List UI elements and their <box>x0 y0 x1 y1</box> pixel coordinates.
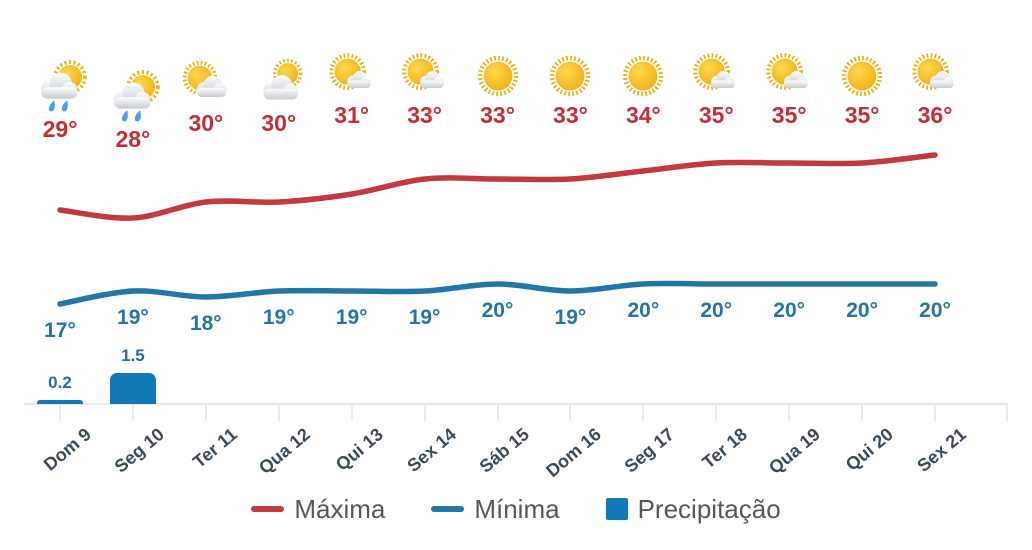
x-axis-tick <box>350 404 353 421</box>
min-temp-label: 18° <box>189 312 222 336</box>
weather-icon-sun-small-cloud <box>761 48 817 104</box>
min-temp-label: 19° <box>554 305 587 329</box>
max-temperature-line <box>57 152 938 221</box>
weather-icon-sun-small-cloud <box>397 48 453 104</box>
x-axis-tick <box>715 404 718 421</box>
max-temp-label: 30° <box>188 110 224 136</box>
min-temperature-line <box>57 280 938 307</box>
max-temp-label: 28° <box>115 126 151 152</box>
legend-label-maxima: Máxima <box>294 494 386 524</box>
weather-icon-sun <box>615 48 671 104</box>
weather-icon-sun-cloud <box>178 56 234 112</box>
min-temp-label: 19° <box>117 305 149 329</box>
precip-bar <box>37 400 83 404</box>
x-axis-tick <box>131 404 134 421</box>
max-temp-label: 36° <box>917 102 953 128</box>
max-temp-label: 35° <box>844 102 880 128</box>
x-axis-tick <box>204 404 207 421</box>
x-axis-tick <box>788 404 791 421</box>
min-temp-label: 20° <box>846 299 878 323</box>
max-temp-label: 35° <box>698 102 734 128</box>
legend-item-precipitacao[interactable]: Precipitação <box>605 494 781 524</box>
min-temp-label: 19° <box>262 305 295 329</box>
maxima-line-swatch <box>251 506 285 512</box>
x-axis-line <box>24 403 1008 405</box>
precipitacao-bar-swatch <box>605 498 628 520</box>
precip-bar <box>109 373 156 404</box>
weather-icon-rain <box>101 68 165 132</box>
weather-icon-sun-small-cloud <box>324 48 380 104</box>
max-temp-label: 33° <box>480 102 515 128</box>
legend-label-minima: Mínima <box>474 494 560 524</box>
max-temp-label: 35° <box>771 102 807 128</box>
legend-item-maxima[interactable]: Máxima <box>251 494 385 524</box>
legend-label-precipitacao: Precipitação <box>637 494 781 524</box>
weather-icon-sun <box>470 48 526 104</box>
x-axis-tick <box>496 404 499 421</box>
min-temp-label: 20° <box>481 299 514 323</box>
x-axis-end-tick <box>1006 404 1008 421</box>
min-temp-label: 17° <box>44 319 76 342</box>
precip-value-label: 1.5 <box>121 346 145 365</box>
x-axis-tick <box>569 404 572 421</box>
weather-icon-sun <box>834 48 890 104</box>
max-temp-label: 31° <box>334 102 370 128</box>
legend-item-minima[interactable]: Mínima <box>431 494 560 524</box>
max-temp-label: 29° <box>42 116 78 142</box>
weather-icon-sun <box>542 48 598 104</box>
chart-legend: Máxima Mínima Precipitação <box>0 494 1032 524</box>
temperature-lines-svg <box>57 152 938 307</box>
x-axis-tick <box>642 404 645 421</box>
x-axis-tick <box>423 404 426 421</box>
min-temp-label: 19° <box>335 305 368 329</box>
weather-icon-sun-small-cloud <box>907 48 963 104</box>
min-temp-label: 20° <box>773 299 806 323</box>
x-axis-tick <box>934 404 937 421</box>
precip-value-label: 0.2 <box>48 373 72 392</box>
weather-icon-cloud-sun <box>251 56 307 112</box>
max-temp-label: 30° <box>261 110 297 136</box>
weather-icon-rain <box>28 58 92 122</box>
x-axis-tick <box>59 404 61 421</box>
max-temp-label: 33° <box>407 102 442 128</box>
weather-icon-sun-small-cloud <box>688 48 744 104</box>
min-temp-label: 20° <box>627 299 660 323</box>
min-temp-label: 20° <box>919 299 951 323</box>
x-axis-tick <box>277 404 280 421</box>
max-temp-label: 33° <box>553 102 588 128</box>
minima-line-swatch <box>431 506 465 512</box>
max-temp-label: 34° <box>625 102 661 128</box>
min-temp-label: 19° <box>408 305 441 329</box>
min-temp-label: 20° <box>700 299 733 323</box>
x-axis-tick <box>861 404 864 421</box>
